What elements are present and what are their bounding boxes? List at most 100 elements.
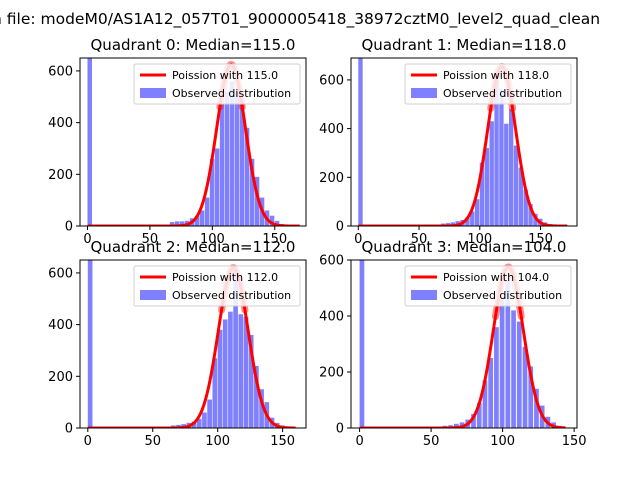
histogram-bar — [494, 79, 499, 226]
histogram-bar — [528, 204, 533, 226]
x-tick-label: 0 — [355, 434, 363, 449]
x-tick-label: 50 — [142, 232, 159, 247]
legend-label: Poission with 115.0 — [172, 69, 278, 82]
histogram-bar — [174, 221, 180, 226]
x-tick-label: 0 — [83, 232, 91, 247]
histogram-bar — [87, 260, 93, 428]
x-tick-label: 50 — [144, 434, 161, 449]
x-tick-label: 100 — [467, 232, 492, 247]
histogram-bar — [243, 316, 249, 428]
y-tick-label: 600 — [319, 254, 344, 269]
axes-frame — [79, 57, 307, 227]
subplot-quadrant-0: 0 50 100 150 0 200 400 600 Quadrant 0: Median=11… — [48, 36, 307, 247]
x-tick-label: 150 — [262, 232, 287, 247]
histogram-bar — [518, 167, 524, 226]
legend-box — [404, 265, 572, 307]
poisson-curve — [357, 65, 569, 226]
legend-label: Observed distribution — [443, 289, 562, 302]
axes-frame — [79, 259, 307, 429]
legend: Poission with 104.0 Observed distribution — [404, 265, 572, 307]
y-tick-label: 600 — [319, 73, 344, 88]
poisson-curve — [86, 62, 301, 226]
subplot-quadrant-2: 0 50 100 150 0 200 400 600 Quadrant 2: Median=11… — [48, 238, 307, 449]
figure-suptitle: n file: modeM0/AS1A12_057T01_9000005418_… — [0, 10, 600, 29]
y-tick-label: 200 — [48, 370, 73, 385]
x-tick-label: 0 — [84, 434, 92, 449]
poisson-curve — [86, 266, 297, 428]
histogram-bar — [269, 215, 275, 226]
histogram-bar — [511, 310, 516, 428]
histogram-bar — [488, 358, 494, 428]
y-tick-label: 200 — [319, 171, 344, 186]
subplot-quadrant-3: 0 50 100 150 0 200 400 600 Quadrant 3: Median=10… — [319, 238, 586, 449]
legend-swatch-observed — [140, 290, 166, 300]
legend-label: Observed distribution — [443, 87, 562, 100]
histogram-bar — [489, 121, 494, 226]
histogram-bar — [222, 319, 228, 428]
histogram-bar — [228, 311, 233, 428]
histogram-bar — [479, 162, 485, 226]
y-tick-label: 400 — [48, 318, 73, 333]
subplot-title: Quadrant 0: Median=115.0 — [91, 36, 296, 54]
histogram-bar — [522, 346, 528, 428]
subplot-title: Quadrant 2: Median=112.0 — [91, 238, 296, 256]
histogram-bar — [453, 423, 459, 428]
axes-frame — [350, 57, 578, 227]
x-tick-label: 0 — [354, 232, 362, 247]
legend-swatch-observed — [411, 290, 437, 300]
histogram-bar — [259, 389, 264, 428]
x-tick-label: 150 — [528, 232, 553, 247]
x-tick-label: 50 — [423, 434, 440, 449]
histogram-bar — [219, 104, 225, 226]
y-tick-label: 0 — [65, 220, 73, 235]
axes-frame — [350, 259, 578, 429]
histogram-bar — [499, 89, 504, 226]
histogram-bar — [217, 329, 223, 428]
histogram-bar — [207, 399, 212, 428]
histogram-bar — [471, 414, 476, 428]
histogram-bar — [484, 148, 490, 226]
y-tick-label: 400 — [48, 116, 73, 131]
y-tick-label: 400 — [319, 310, 344, 325]
legend: Poission with 115.0 Observed distribution — [133, 63, 301, 105]
legend-box — [133, 265, 301, 307]
subplot-title: Quadrant 3: Median=104.0 — [362, 238, 567, 256]
legend-box — [133, 63, 301, 105]
histogram-bar — [482, 380, 488, 428]
histogram-bar — [465, 217, 470, 226]
histogram-bar — [87, 58, 92, 226]
histogram-bar — [194, 215, 200, 226]
plot-area — [357, 58, 569, 226]
legend-label: Poission with 104.0 — [443, 271, 549, 284]
histogram-bar — [234, 91, 240, 226]
histogram-bar — [233, 270, 238, 428]
histogram-bar — [274, 220, 280, 226]
histogram-bar — [254, 176, 260, 226]
histogram-bar — [199, 210, 205, 226]
histogram-bar — [358, 58, 363, 226]
histogram-bar — [248, 334, 254, 428]
histogram-bar — [238, 314, 244, 428]
legend-label: Observed distribution — [172, 87, 291, 100]
y-tick-label: 0 — [65, 422, 73, 437]
legend-label: Poission with 112.0 — [172, 271, 278, 284]
histogram-bar — [249, 158, 255, 226]
histogram-bar — [179, 221, 185, 226]
histogram-bar — [202, 412, 207, 428]
x-tick-label: 100 — [490, 434, 515, 449]
histogram-bar — [528, 366, 534, 428]
y-tick-label: 0 — [336, 220, 344, 235]
histogram-bar — [504, 123, 509, 226]
histogram-bar — [212, 358, 218, 428]
y-tick-label: 200 — [48, 168, 73, 183]
x-tick-label: 100 — [200, 232, 225, 247]
histogram-bar — [474, 199, 480, 226]
histogram-bar — [244, 127, 250, 226]
subplot-quadrant-1: 0 50 100 150 0 200 400 600 Quadrant 1: Median=11… — [319, 36, 578, 247]
legend: Poission with 112.0 Observed distribution — [133, 265, 301, 307]
legend-swatch-observed — [411, 88, 437, 98]
legend-swatch-observed — [140, 88, 166, 98]
histogram-bar — [209, 158, 215, 226]
histogram-bar — [476, 402, 482, 428]
